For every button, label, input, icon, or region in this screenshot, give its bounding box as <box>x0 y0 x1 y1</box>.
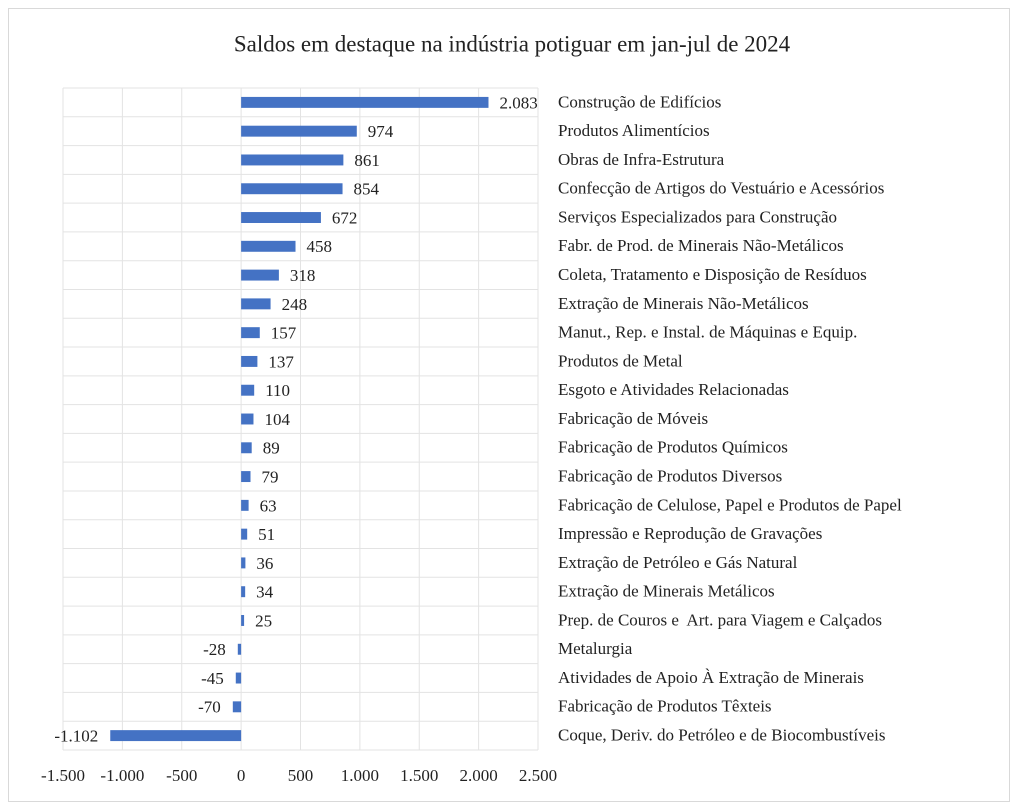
data-label: 672 <box>332 208 358 227</box>
category-label: Coleta, Tratamento e Disposição de Resíd… <box>558 265 867 284</box>
bar <box>241 183 343 195</box>
category-label: Extração de Minerais Metálicos <box>558 582 775 601</box>
category-label: Esgoto e Atividades Relacionadas <box>558 380 789 399</box>
category-label: Fabricação de Produtos Têxteis <box>558 697 772 716</box>
data-label: 248 <box>282 295 308 314</box>
bar <box>235 672 242 684</box>
bar <box>241 96 489 108</box>
category-label: Produtos Alimentícios <box>558 121 710 140</box>
x-tick-label: 2.500 <box>519 766 557 785</box>
data-label: 2.083 <box>499 93 537 112</box>
x-tick-label: -1.000 <box>100 766 144 785</box>
category-label: Fabr. de Prod. de Minerais Não-Metálicos <box>558 236 844 255</box>
bar <box>241 125 357 137</box>
category-label: Atividades de Apoio À Extração de Minera… <box>558 668 864 687</box>
category-label: Fabricação de Produtos Químicos <box>558 438 788 457</box>
category-label: Manut., Rep. e Instal. de Máquinas e Equ… <box>558 323 857 342</box>
data-label: 51 <box>258 525 275 544</box>
category-label: Construção de Edifícios <box>558 92 721 111</box>
data-label: 34 <box>256 583 274 602</box>
bar <box>241 471 251 483</box>
x-tick-label: -500 <box>166 766 197 785</box>
category-label: Extração de Minerais Não-Metálicos <box>558 294 809 313</box>
bar <box>241 298 271 310</box>
data-label: 974 <box>368 122 394 141</box>
bar <box>241 212 321 223</box>
data-label: 458 <box>307 237 333 256</box>
category-label: Produtos de Metal <box>558 351 683 370</box>
category-label: Fabricação de Celulose, Papel e Produtos… <box>558 495 902 514</box>
bar <box>241 557 246 569</box>
category-label: Metalurgia <box>558 639 633 658</box>
category-label: Extração de Petróleo e Gás Natural <box>558 553 798 572</box>
bar <box>241 384 255 396</box>
bar <box>241 327 260 339</box>
category-label: Serviços Especializados para Construção <box>558 207 837 226</box>
category-label: Prep. de Couros e Art. para Viagem e Cal… <box>558 610 882 629</box>
data-label: 318 <box>290 266 316 285</box>
x-tick-label: 2.000 <box>460 766 498 785</box>
bar <box>241 442 252 454</box>
data-label: -28 <box>203 640 226 659</box>
data-label: -1.102 <box>54 727 98 746</box>
bar <box>241 499 249 511</box>
data-label: 104 <box>264 410 290 429</box>
x-tick-label: -1.500 <box>41 766 85 785</box>
data-label: 854 <box>354 180 380 199</box>
data-label: 89 <box>263 439 280 458</box>
x-tick-label: 0 <box>237 766 246 785</box>
data-label: 157 <box>271 324 297 343</box>
bar <box>241 355 258 367</box>
data-label: 79 <box>262 467 279 486</box>
bar <box>232 701 242 713</box>
x-tick-label: 1.000 <box>341 766 379 785</box>
category-label: Fabricação de Produtos Diversos <box>558 466 782 485</box>
bar <box>237 643 242 655</box>
data-label: 25 <box>255 611 272 630</box>
data-label: -70 <box>198 698 221 717</box>
bar <box>110 730 242 742</box>
category-label: Coque, Deriv. do Petróleo e de Biocombus… <box>558 726 886 745</box>
bar <box>241 528 248 540</box>
x-tick-label: 500 <box>288 766 314 785</box>
bar <box>241 269 279 281</box>
bar <box>241 413 254 425</box>
bar <box>241 240 296 252</box>
data-label: 861 <box>354 151 380 170</box>
bar <box>241 586 246 598</box>
bar <box>241 154 344 166</box>
data-label: 36 <box>256 554 273 573</box>
data-label: 110 <box>265 381 290 400</box>
category-label: Fabricação de Móveis <box>558 409 708 428</box>
chart-title: Saldos em destaque na indústria potiguar… <box>234 31 791 56</box>
data-label: 63 <box>260 496 277 515</box>
data-label: 137 <box>268 352 294 371</box>
category-label: Obras de Infra-Estrutura <box>558 150 725 169</box>
bar <box>241 615 245 626</box>
x-tick-label: 1.500 <box>400 766 438 785</box>
category-label: Impressão e Reprodução de Gravações <box>558 524 822 543</box>
data-label: -45 <box>201 669 224 688</box>
category-label: Confecção de Artigos do Vestuário e Aces… <box>558 179 884 198</box>
